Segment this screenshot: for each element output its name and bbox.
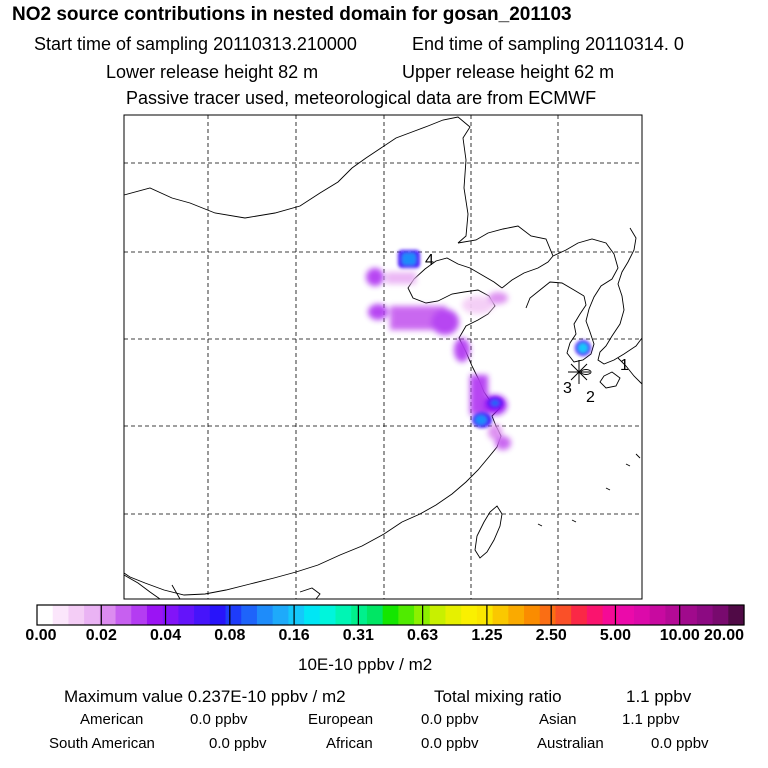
colorbar-tick-label: 20.00 — [703, 627, 745, 644]
site-label-1: 1 — [620, 357, 629, 374]
colorbar-cell — [696, 605, 714, 625]
asian-value: 1.1 ppbv — [622, 711, 680, 728]
colorbar-cell — [461, 605, 478, 625]
african-value: 0.0 ppbv — [421, 735, 479, 752]
colorbar-tick-label: 0.02 — [85, 627, 117, 644]
african-label: African — [326, 735, 373, 752]
colorbar-tick-label: 0.31 — [342, 627, 374, 644]
colorbar-tick-label: 10.00 — [659, 627, 700, 644]
colorbar-cell — [445, 605, 462, 625]
colorbar-cell — [99, 605, 117, 625]
colorbar-cell — [131, 605, 148, 625]
australian-label: Australian — [537, 735, 604, 752]
colorbar-cell — [319, 605, 337, 625]
concentration-field — [366, 250, 591, 450]
site-label-4: 4 — [425, 252, 434, 269]
colorbar-cell — [571, 605, 588, 625]
south-american-value: 0.0 ppbv — [209, 735, 267, 752]
lower-release-height: Lower release height 82 m — [106, 62, 319, 82]
colorbar-cell — [681, 605, 698, 625]
colorbar-cell — [429, 605, 447, 625]
colorbar-cell — [634, 605, 651, 625]
colorbar-tick-label: 1.25 — [471, 627, 503, 644]
colorbar-cell — [68, 605, 85, 625]
colorbar-cell — [508, 605, 525, 625]
colorbar-cell — [728, 605, 745, 625]
australian-value: 0.0 ppbv — [651, 735, 709, 752]
colorbar-cell — [351, 605, 368, 625]
colorbar-cell — [146, 605, 164, 625]
colorbar-cell — [539, 605, 557, 625]
colorbar-cell — [602, 605, 619, 625]
colorbar-tick-label: 0.04 — [149, 627, 182, 644]
american-label: American — [80, 711, 144, 728]
colorbar-cell — [382, 605, 399, 625]
colorbar-tick-label: 0.63 — [407, 627, 439, 644]
colorbar-cell — [649, 605, 667, 625]
site-label-2: 2 — [586, 389, 595, 406]
colorbar-cell — [555, 605, 572, 625]
colorbar-cell — [665, 605, 682, 625]
colorbar-unit: 10E-10 ppbv / m2 — [298, 655, 433, 674]
maximum-value: Maximum value 0.237E-10 ppbv / m2 — [64, 687, 346, 706]
colorbar-cell — [115, 605, 132, 625]
colorbar-tick-label: 0.08 — [214, 627, 246, 644]
start-time-label: Start time of sampling 20110313.210000 — [34, 34, 357, 54]
colorbar-cell — [37, 605, 54, 625]
total-mixing-label: Total mixing ratio — [434, 687, 562, 706]
colorbar-tick-label: 5.00 — [599, 627, 632, 644]
colorbar-cell — [398, 605, 415, 625]
graticule — [124, 115, 642, 599]
colorbar-cell — [335, 605, 352, 625]
colorbar-cell — [366, 605, 384, 625]
colorbar-cell — [241, 605, 258, 625]
colorbar-cell — [304, 605, 321, 625]
end-time-label: End time of sampling 20110314. 0 — [412, 34, 684, 54]
colorbar-cell — [524, 605, 541, 625]
upper-release-height: Upper release height 62 m — [402, 62, 615, 82]
south-american-label: South American — [49, 735, 155, 752]
american-value: 0.0 ppbv — [190, 711, 248, 728]
map-title: NO2 source contributions in nested domai… — [12, 4, 572, 25]
map-frame — [123, 114, 643, 600]
colorbar-cell — [712, 605, 729, 625]
asian-label: Asian — [539, 711, 577, 728]
colorbar-cell — [272, 605, 289, 625]
coastlines — [123, 116, 643, 600]
colorbar-cell — [256, 605, 274, 625]
colorbar-cell — [194, 605, 211, 625]
european-value: 0.0 ppbv — [421, 711, 479, 728]
site-label-3: 3 — [563, 380, 572, 397]
colorbar-cell — [209, 605, 227, 625]
colorbar-tick-label: 2.50 — [535, 627, 567, 644]
colorbar-cell — [586, 605, 604, 625]
colorbar-cell — [225, 605, 242, 625]
total-mixing-value: 1.1 ppbv — [626, 687, 692, 706]
colorbar-cell — [476, 605, 494, 625]
colorbar-cell — [288, 605, 305, 625]
release-site-marker — [568, 360, 590, 384]
colorbar-tick-label: 0.00 — [25, 627, 57, 644]
colorbar-frame — [36, 604, 745, 626]
colorbar-cell — [618, 605, 635, 625]
colorbar-cell — [162, 605, 179, 625]
colorbar-cell — [492, 605, 509, 625]
tracer-note: Passive tracer used, meteorological data… — [126, 88, 597, 108]
colorbar-cell — [84, 605, 101, 625]
colorbar-tick-label: 0.16 — [278, 627, 310, 644]
colorbar-cell — [52, 605, 70, 625]
european-label: European — [308, 711, 374, 728]
colorbar-cell — [178, 605, 195, 625]
